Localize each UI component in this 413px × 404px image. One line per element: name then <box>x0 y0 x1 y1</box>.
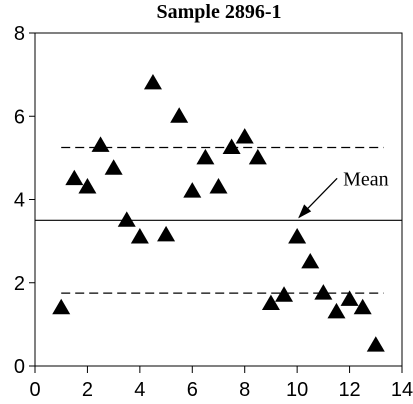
data-point <box>261 294 280 311</box>
plot-frame <box>34 32 403 367</box>
y-tick-label: 0 <box>14 356 25 378</box>
data-point <box>248 148 267 165</box>
axis-ticks: 0 2 4 6 8 10 12 14 0 2 4 6 8 <box>14 23 413 401</box>
data-point <box>196 148 215 165</box>
data-point <box>117 211 136 227</box>
x-tick-label: 8 <box>239 379 250 401</box>
data-point <box>209 178 228 194</box>
x-tick-label: 12 <box>338 379 360 401</box>
x-tick-label: 0 <box>29 379 40 401</box>
data-point <box>353 298 372 315</box>
y-tick-label: 6 <box>14 106 25 128</box>
data-point <box>65 169 84 186</box>
data-point <box>157 225 176 242</box>
y-tick-label: 4 <box>14 190 25 212</box>
y-tick-label: 8 <box>14 23 25 45</box>
data-point <box>183 182 202 198</box>
data-point <box>235 128 254 144</box>
data-point <box>91 136 110 152</box>
data-point <box>288 227 307 244</box>
x-tick-label: 10 <box>286 379 308 401</box>
chart-title: Sample 2896-1 <box>157 1 282 23</box>
data-point <box>301 252 320 269</box>
x-tick-label: 6 <box>187 379 198 401</box>
x-tick-label: 4 <box>134 379 145 401</box>
mean-arrowhead <box>298 204 312 219</box>
data-point <box>170 107 189 123</box>
data-point <box>366 336 385 352</box>
y-tick-label: 2 <box>14 273 25 295</box>
data-point <box>275 286 294 302</box>
data-point <box>327 302 346 319</box>
reference-lines <box>35 146 402 294</box>
mean-label: Mean <box>343 168 389 190</box>
data-point <box>143 73 162 90</box>
data-point <box>314 284 333 300</box>
data-point <box>52 298 71 315</box>
x-tick-label: 2 <box>82 379 93 401</box>
data-point <box>340 290 359 306</box>
data-point <box>222 138 241 154</box>
x-tick-label: 14 <box>391 379 413 401</box>
data-point <box>104 159 123 175</box>
data-points <box>52 73 385 352</box>
annotations: Mean <box>298 168 389 219</box>
data-point <box>78 178 97 194</box>
data-point <box>130 227 149 244</box>
